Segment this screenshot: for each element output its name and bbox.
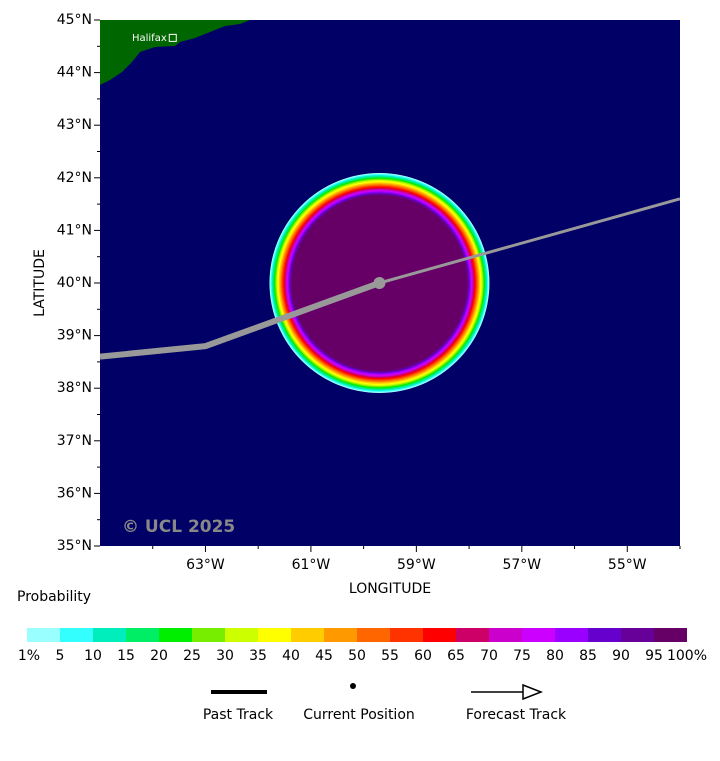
colorbar-label: 80 [546,648,564,664]
colorbar-label: 75 [513,648,531,664]
legend-current-position [350,683,356,689]
x-tick-label: 63°W [186,557,225,573]
colorbar-label: 30 [216,648,234,664]
y-axis-label: LATITUDE [32,249,48,317]
colorbar-swatch [324,628,357,642]
colorbar-title: Probability [17,589,91,605]
colorbar-label: 45 [315,648,333,664]
watermark: © UCL 2025 [122,517,235,537]
colorbar-label: 1% [18,648,40,664]
current-position [373,277,386,289]
colorbar-label: 5 [56,648,65,664]
colorbar-swatch [60,628,93,642]
colorbar-label: 35 [249,648,267,664]
y-tick-label: 41°N [57,222,92,238]
colorbar-swatch [423,628,456,642]
colorbar-swatch [621,628,654,642]
colorbar-swatch [588,628,621,642]
y-tick-label: 39°N [57,328,92,344]
colorbar-swatch [291,628,324,642]
colorbar-label: 55 [381,648,399,664]
y-tick-label: 43°N [57,117,92,133]
x-axis-label: LONGITUDE [349,581,431,597]
x-tick-label: 57°W [502,557,541,573]
colorbar-swatch [390,628,423,642]
legend-label: Forecast Track [466,707,567,723]
colorbar-swatch [555,628,588,642]
y-tick-label: 36°N [57,485,92,501]
plot-layer [100,173,680,393]
colorbar-label: 90 [612,648,630,664]
colorbar-swatch [192,628,225,642]
colorbar-swatch [489,628,522,642]
place-marker [168,33,177,42]
colorbar-swatch [225,628,258,642]
y-tick-label: 38°N [57,380,92,396]
x-tick-label: 55°W [608,557,647,573]
y-tick-label: 44°N [57,65,92,81]
legend-arrow [522,683,544,701]
y-tick-label: 45°N [57,12,92,28]
colorbar-swatch [456,628,489,642]
legend-label: Past Track [203,707,274,723]
land [100,20,250,85]
colorbar-label: 40 [282,648,300,664]
colorbar-swatch [159,628,192,642]
x-tick-label: 59°W [397,557,436,573]
colorbar-swatch [258,628,291,642]
past-track [100,280,381,360]
colorbar-label: 100% [667,648,707,664]
colorbar-label: 50 [348,648,366,664]
place-label: Halifax [132,33,167,44]
colorbar-swatch [522,628,555,642]
colorbar-label: 70 [480,648,498,664]
colorbar-swatch [93,628,126,642]
colorbar-label: 20 [150,648,168,664]
colorbar-swatch [27,628,60,642]
forecast-track [379,197,680,285]
colorbar-label: 15 [117,648,135,664]
colorbar-swatch [126,628,159,642]
colorbar-swatch [357,628,390,642]
colorbar-label: 85 [579,648,597,664]
colorbar-label: 65 [447,648,465,664]
colorbar-swatch [654,628,687,642]
colorbar-label: 25 [183,648,201,664]
y-tick-label: 35°N [57,538,92,554]
y-tick-label: 42°N [57,170,92,186]
legend-label: Current Position [303,707,415,723]
y-tick-label: 40°N [57,275,92,291]
colorbar-label: 10 [84,648,102,664]
y-tick-label: 37°N [57,433,92,449]
colorbar-label: 95 [645,648,663,664]
colorbar-label: 60 [414,648,432,664]
x-tick-label: 61°W [292,557,331,573]
